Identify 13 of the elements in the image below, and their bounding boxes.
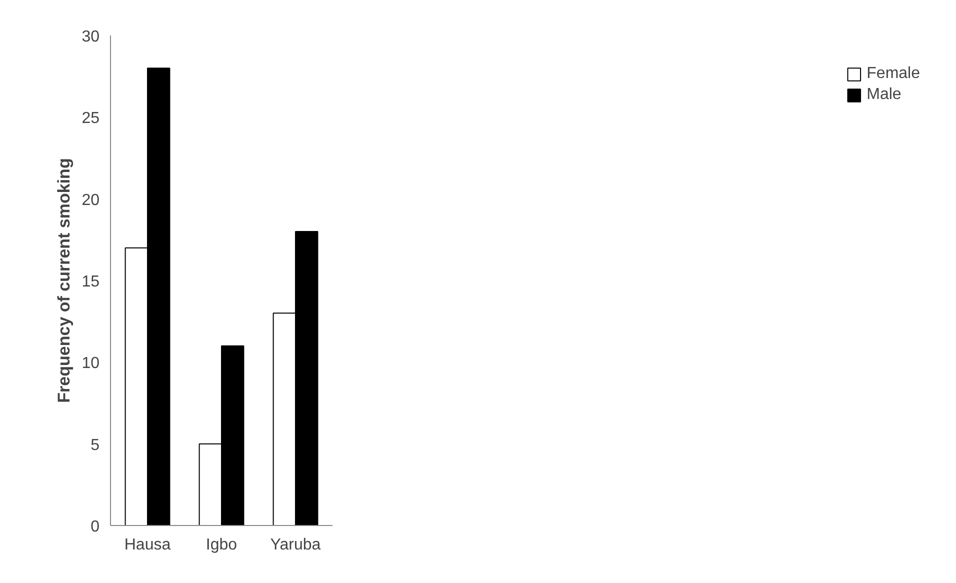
y-tick-label: 25 — [82, 110, 100, 128]
y-tick-label: 30 — [82, 28, 100, 46]
y-tick-label: 20 — [82, 192, 100, 209]
y-tick-label: 0 — [90, 518, 100, 536]
legend-label: Male — [866, 86, 902, 104]
y-tick-label: 5 — [90, 436, 100, 454]
x-tick-label: Yaruba — [270, 536, 321, 554]
legend-label: Female — [866, 65, 920, 83]
y-tick-label: 10 — [82, 355, 100, 372]
y-axis-title: Frequency of current smoking — [54, 158, 74, 403]
x-tick-label: Hausa — [124, 536, 171, 554]
y-tick-label: 15 — [82, 274, 100, 290]
x-tick-label: Igbo — [206, 536, 238, 554]
